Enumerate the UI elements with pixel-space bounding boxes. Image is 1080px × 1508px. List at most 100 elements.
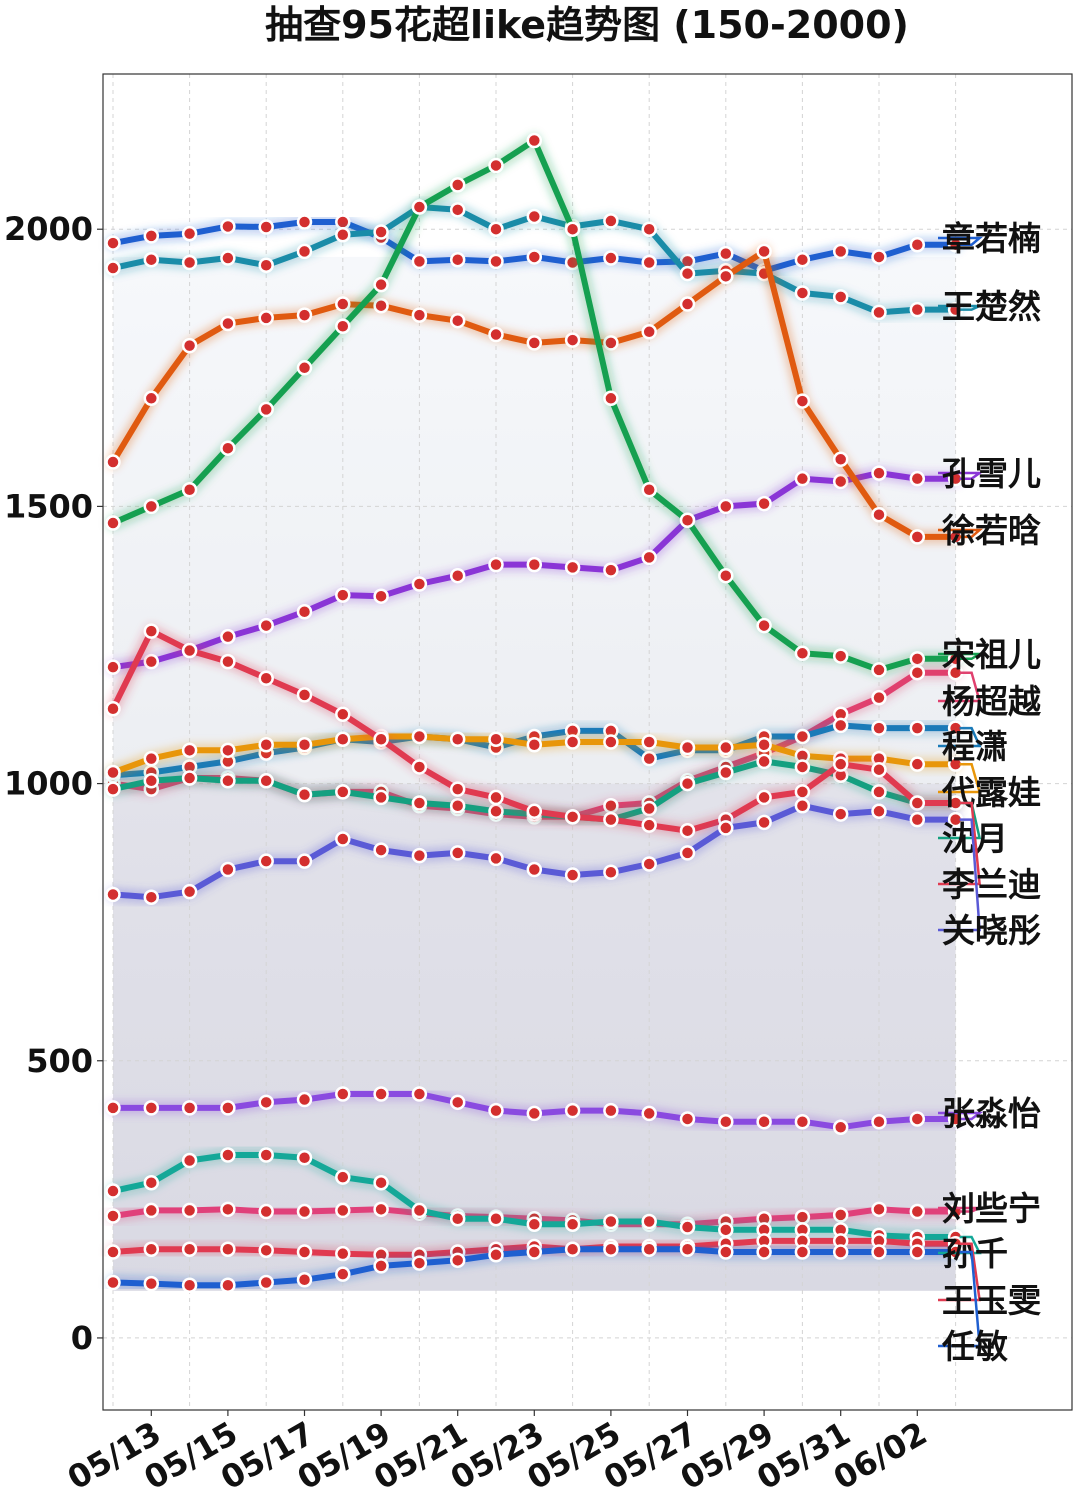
data-point	[679, 296, 696, 312]
data-point	[258, 1094, 274, 1111]
data-point	[909, 301, 926, 318]
data-point	[794, 798, 811, 814]
data-point	[718, 245, 734, 262]
data-point	[220, 1100, 236, 1116]
data-point	[258, 617, 274, 634]
y-tick-label: 500	[26, 1042, 93, 1080]
data-point	[718, 764, 734, 781]
series-9	[105, 623, 964, 839]
data-point	[909, 1203, 926, 1220]
data-point	[871, 304, 887, 321]
data-point	[871, 803, 887, 820]
data-point	[335, 706, 351, 723]
data-point	[488, 326, 504, 343]
data-point	[564, 867, 581, 883]
data-point	[832, 473, 849, 490]
data-point	[794, 285, 811, 301]
data-point	[794, 470, 811, 487]
leader-line	[938, 762, 982, 794]
data-point	[220, 861, 236, 878]
data-point	[373, 1086, 389, 1102]
data-point	[105, 1183, 121, 1199]
data-point	[909, 1111, 926, 1127]
data-point	[756, 814, 772, 831]
series-end-label: 关晓彤	[942, 911, 1041, 950]
data-point	[220, 440, 236, 456]
data-point	[718, 1244, 734, 1260]
data-point	[449, 1094, 466, 1111]
data-point	[335, 318, 351, 334]
data-point	[411, 847, 428, 864]
data-point	[449, 1252, 466, 1269]
data-point	[832, 806, 849, 822]
y-tick-label: 1500	[4, 487, 93, 525]
data-point	[258, 853, 274, 869]
data-point	[143, 1100, 160, 1116]
data-point	[603, 562, 619, 578]
data-point	[105, 1208, 121, 1224]
data-point	[143, 1275, 160, 1292]
data-point	[411, 576, 428, 592]
data-point	[373, 297, 389, 314]
data-point	[296, 853, 313, 869]
leader-line	[938, 1235, 982, 1255]
data-point	[143, 623, 160, 639]
data-point	[143, 889, 160, 905]
data-point	[564, 734, 581, 750]
data-point	[794, 1244, 811, 1260]
data-point	[603, 1213, 619, 1230]
data-point	[794, 645, 811, 662]
data-point	[449, 312, 466, 329]
data-point	[488, 789, 504, 806]
data-point	[641, 750, 657, 767]
series-10	[105, 798, 964, 905]
series-end-label: 宋祖儿	[942, 635, 1041, 674]
data-point	[296, 603, 313, 620]
data-point	[411, 728, 428, 745]
data-point	[143, 251, 160, 268]
series-end-label: 徐若晗	[941, 511, 1041, 550]
series-end-label: 王玉雯	[942, 1281, 1041, 1320]
data-point	[373, 1201, 389, 1218]
data-point	[794, 1209, 811, 1225]
series-end-label: 张淼怡	[942, 1094, 1041, 1133]
data-point	[258, 773, 274, 789]
leader-line	[938, 1111, 984, 1121]
data-point	[258, 1203, 274, 1220]
leader-line	[938, 304, 981, 311]
data-point	[488, 221, 504, 237]
data-point	[488, 556, 504, 573]
leader-line	[938, 1242, 982, 1302]
data-point	[181, 1202, 198, 1219]
data-point	[641, 254, 657, 271]
data-point	[871, 1113, 887, 1130]
data-point	[526, 249, 543, 265]
data-point	[718, 268, 734, 285]
data-point	[411, 199, 428, 215]
data-point	[449, 177, 466, 193]
data-point	[105, 235, 121, 251]
data-point	[488, 1210, 504, 1227]
series-2	[105, 465, 964, 675]
data-point	[871, 662, 887, 678]
data-point	[220, 653, 236, 670]
data-point	[909, 756, 926, 772]
data-point	[756, 1244, 772, 1260]
data-point	[832, 648, 849, 664]
data-point	[871, 689, 887, 706]
leader-line	[938, 801, 981, 886]
data-point	[258, 310, 274, 326]
data-point	[909, 720, 926, 736]
data-point	[181, 770, 198, 786]
data-point	[488, 253, 504, 270]
data-point	[488, 157, 504, 174]
data-point	[220, 628, 236, 645]
series-end-label: 程潇	[942, 727, 1008, 766]
data-point	[832, 756, 849, 772]
data-point	[909, 664, 926, 681]
data-point	[564, 221, 581, 237]
data-point	[143, 773, 160, 789]
data-point	[181, 225, 198, 242]
data-point	[258, 1147, 274, 1163]
data-point	[220, 1241, 236, 1257]
